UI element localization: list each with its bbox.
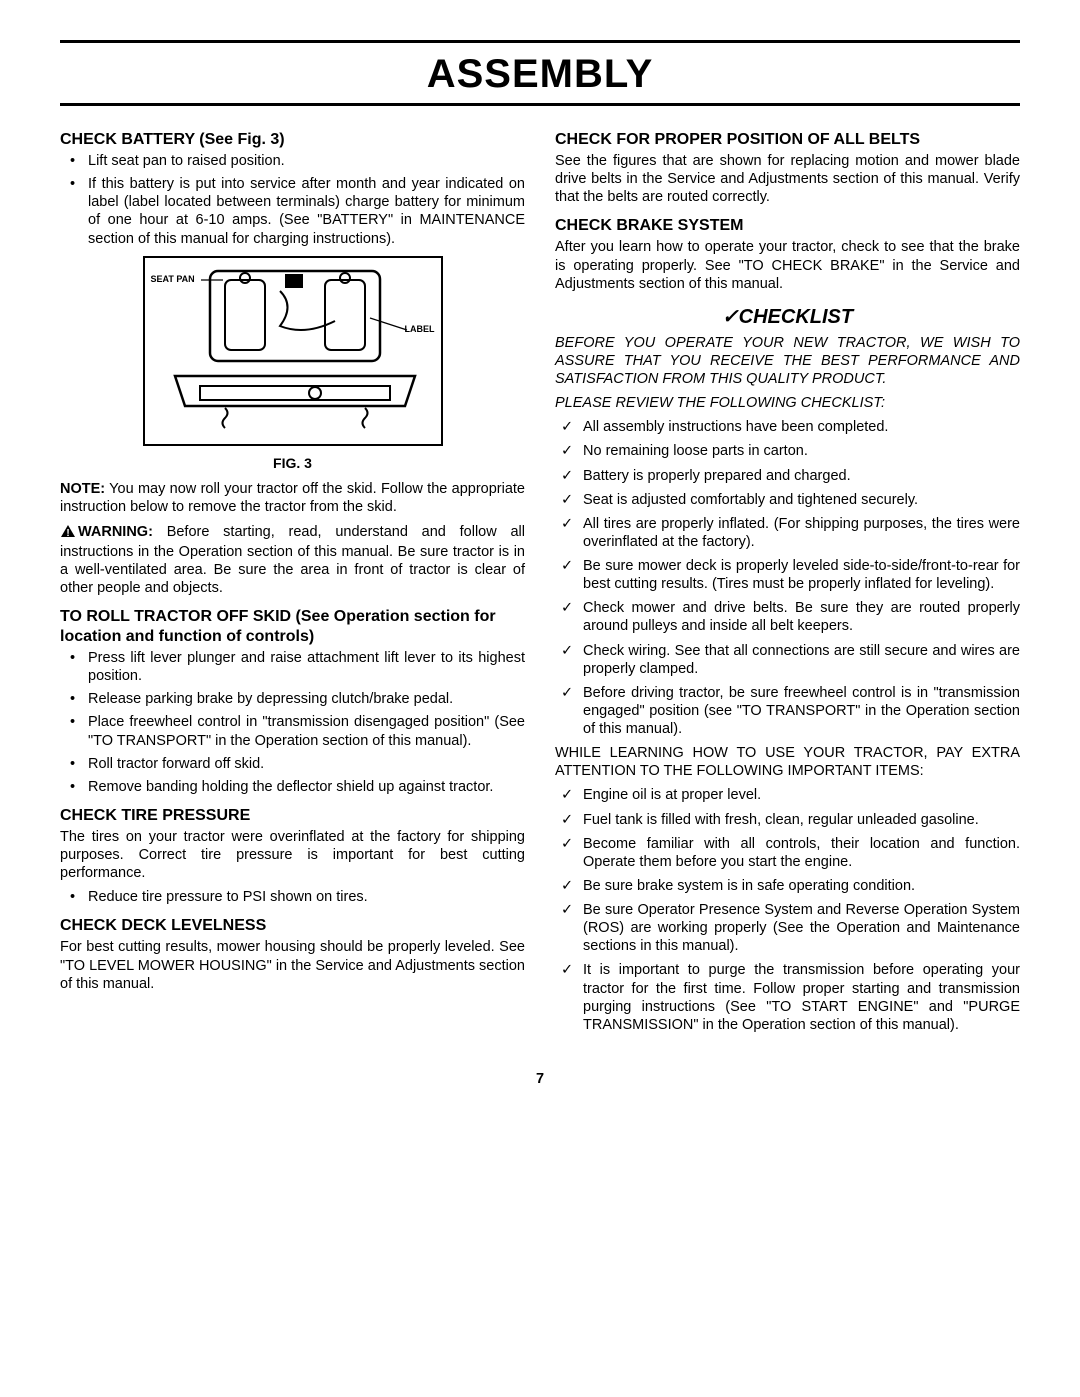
- list-item: Roll tractor forward off skid.: [60, 755, 525, 773]
- svg-text:!: !: [66, 528, 69, 538]
- heading-brake: CHECK BRAKE SYSTEM: [555, 216, 1020, 236]
- list-item: If this battery is put into service afte…: [60, 175, 525, 248]
- check-item: Check mower and drive belts. Be sure the…: [555, 599, 1020, 635]
- note-paragraph: NOTE: You may now roll your tractor off …: [60, 480, 525, 516]
- warning-triangle-icon: !: [60, 524, 76, 543]
- top-rule: [60, 40, 1020, 43]
- bottom-rule: [60, 103, 1020, 106]
- brake-text: After you learn how to operate your trac…: [555, 238, 1020, 292]
- tire-bullet-list: Reduce tire pressure to PSI shown on tir…: [60, 888, 525, 906]
- list-item: Reduce tire pressure to PSI shown on tir…: [60, 888, 525, 906]
- checklist-intro-1: BEFORE YOU OPERATE YOUR NEW TRACTOR, WE …: [555, 334, 1020, 388]
- seat-pan-label: SEAT PAN: [151, 274, 195, 285]
- heading-deck-levelness: CHECK DECK LEVELNESS: [60, 916, 525, 936]
- figure-caption: FIG. 3: [60, 455, 525, 473]
- checklist-1: All assembly instructions have been comp…: [555, 418, 1020, 738]
- page-title: ASSEMBLY: [60, 49, 1020, 99]
- roll-bullet-list: Press lift lever plunger and raise attac…: [60, 649, 525, 796]
- right-column: CHECK FOR PROPER POSITION OF ALL BELTS S…: [555, 120, 1020, 1040]
- list-item: Place freewheel control in "transmission…: [60, 713, 525, 749]
- seat-pan-icon: [205, 266, 385, 366]
- warning-paragraph: ! WARNING: Before starting, read, unders…: [60, 523, 525, 598]
- figure-3: SEAT PAN LABEL: [60, 256, 525, 473]
- two-column-layout: CHECK BATTERY (See Fig. 3) Lift seat pan…: [60, 120, 1020, 1040]
- note-text: You may now roll your tractor off the sk…: [60, 481, 525, 515]
- belts-text: See the figures that are shown for repla…: [555, 152, 1020, 206]
- heading-belts: CHECK FOR PROPER POSITION OF ALL BELTS: [555, 130, 1020, 150]
- figure-illustration: SEAT PAN LABEL: [143, 256, 443, 446]
- label-callout: LABEL: [405, 324, 435, 335]
- check-item: Seat is adjusted comfortably and tighten…: [555, 491, 1020, 509]
- check-item: Be sure mower deck is properly leveled s…: [555, 557, 1020, 593]
- checklist-intro-2: PLEASE REVIEW THE FOLLOWING CHECKLIST:: [555, 394, 1020, 412]
- check-item: Before driving tractor, be sure freewhee…: [555, 684, 1020, 738]
- tire-text: The tires on your tractor were overinfla…: [60, 828, 525, 882]
- checklist-title: ✓CHECKLIST: [555, 305, 1020, 330]
- heading-tire-pressure: CHECK TIRE PRESSURE: [60, 806, 525, 826]
- check-item: It is important to purge the transmissio…: [555, 961, 1020, 1034]
- note-label: NOTE:: [60, 481, 105, 497]
- list-item: Lift seat pan to raised position.: [60, 152, 525, 170]
- check-item: Fuel tank is filled with fresh, clean, r…: [555, 811, 1020, 829]
- checklist-mid-paragraph: WHILE LEARNING HOW TO USE YOUR TRACTOR, …: [555, 744, 1020, 780]
- check-item: Engine oil is at proper level.: [555, 786, 1020, 804]
- list-item: Release parking brake by depressing clut…: [60, 690, 525, 708]
- list-item: Remove banding holding the deflector shi…: [60, 778, 525, 796]
- left-column: CHECK BATTERY (See Fig. 3) Lift seat pan…: [60, 120, 525, 1040]
- check-item: All assembly instructions have been comp…: [555, 418, 1020, 436]
- check-item: Be sure brake system is in safe operatin…: [555, 877, 1020, 895]
- check-item: Battery is properly prepared and charged…: [555, 467, 1020, 485]
- page-number: 7: [60, 1070, 1020, 1088]
- deck-text: For best cutting results, mower housing …: [60, 938, 525, 992]
- check-item: No remaining loose parts in carton.: [555, 442, 1020, 460]
- check-item: Become familiar with all controls, their…: [555, 835, 1020, 871]
- list-item: Press lift lever plunger and raise attac…: [60, 649, 525, 685]
- battery-bullet-list: Lift seat pan to raised position. If thi…: [60, 152, 525, 248]
- check-item: All tires are properly inflated. (For sh…: [555, 515, 1020, 551]
- checklist-2: Engine oil is at proper level. Fuel tank…: [555, 786, 1020, 1034]
- warning-label: WARNING:: [78, 524, 153, 540]
- heading-roll-tractor: TO ROLL TRACTOR OFF SKID (See Operation …: [60, 607, 525, 647]
- seat-base-icon: [165, 366, 425, 436]
- check-item: Be sure Operator Presence System and Rev…: [555, 901, 1020, 955]
- check-item: Check wiring. See that all connections a…: [555, 642, 1020, 678]
- heading-check-battery: CHECK BATTERY (See Fig. 3): [60, 130, 525, 150]
